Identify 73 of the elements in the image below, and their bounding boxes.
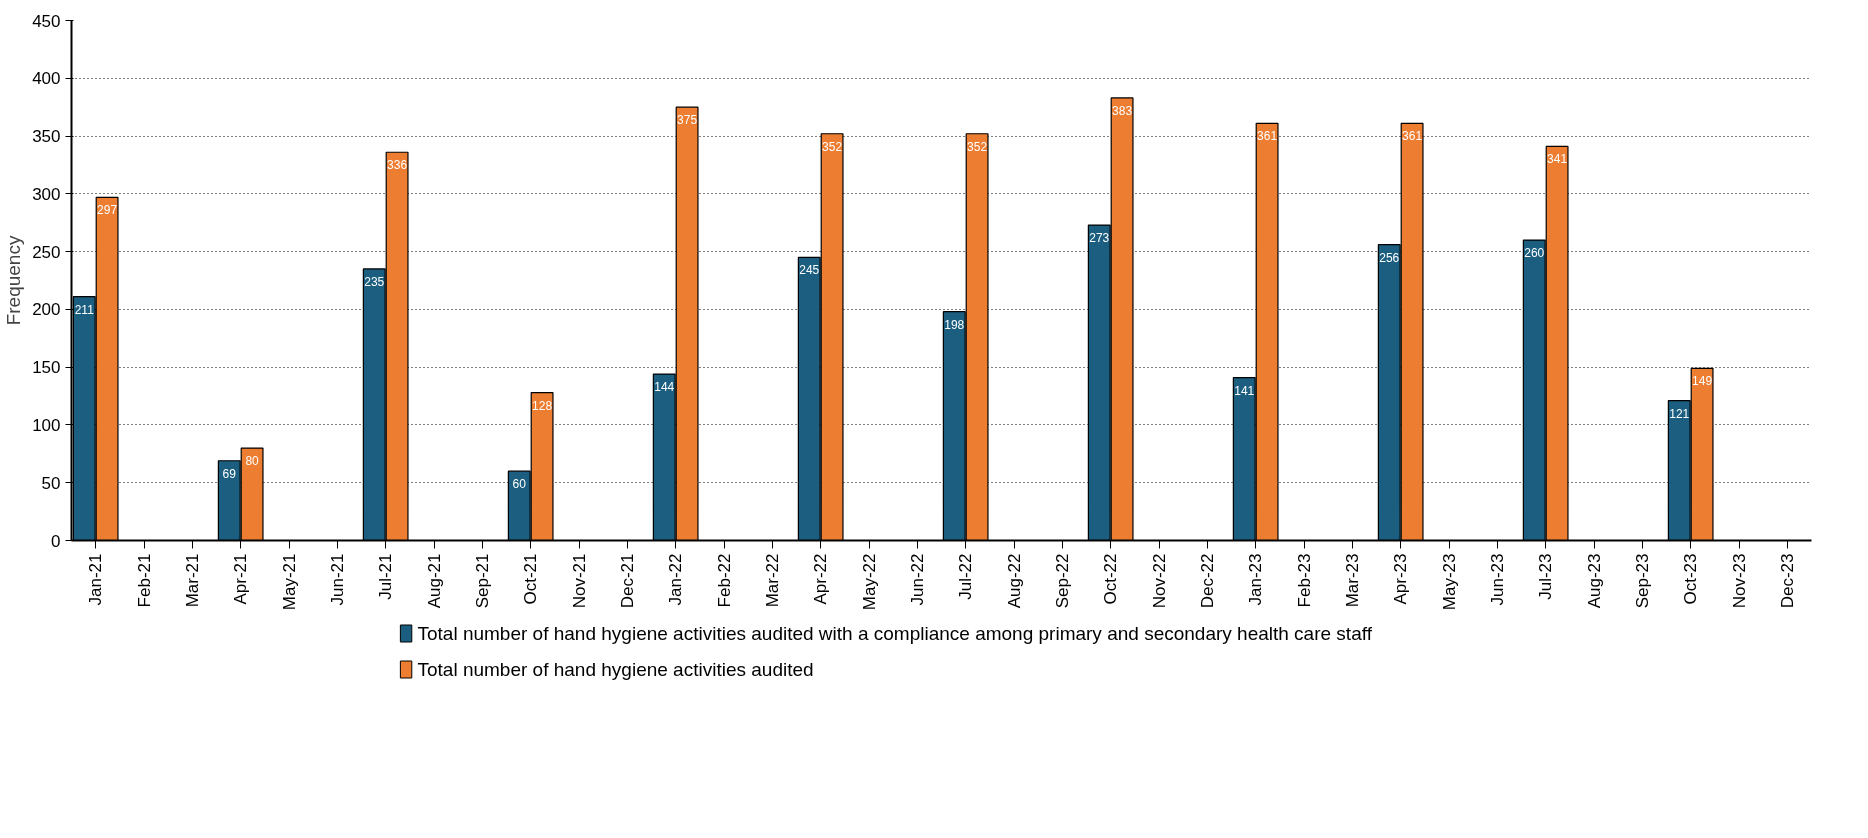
x-tick-label: May-23 [1439,553,1459,611]
x-tick-label: Nov-22 [1149,553,1169,609]
data-label: 144 [654,380,675,395]
x-tick-label: Dec-21 [617,553,637,609]
data-label: 235 [364,274,385,289]
y-tick-label: 300 [32,184,61,204]
x-tick-label: Dec-23 [1777,553,1797,609]
y-tick-label: 100 [32,415,61,435]
x-tick-label: Oct-21 [521,553,541,605]
data-label: 245 [799,263,820,278]
data-label: 211 [74,302,95,317]
data-label: 198 [944,317,965,332]
y-tick-label: 50 [41,473,61,493]
x-tick-label: Oct-23 [1681,553,1701,605]
x-tick-label: Feb-21 [134,553,154,608]
x-tick-label: Sep-21 [472,553,492,609]
x-tick-label: Jun-23 [1487,553,1507,606]
x-tick-label: Aug-21 [424,553,444,609]
y-tick-label: 400 [32,69,61,89]
y-tick-label: 250 [32,242,61,262]
x-tick-label: Dec-22 [1197,553,1217,609]
x-tick-label: Jun-22 [907,553,927,606]
data-label: 352 [967,139,988,154]
x-tick-label: Jul-22 [956,553,976,600]
x-tick-label: Mar-22 [762,553,782,608]
y-tick-label: 0 [51,531,61,551]
data-label: 375 [677,113,698,128]
data-label: 69 [222,466,237,481]
x-tick-label: May-21 [279,553,299,611]
y-axis-title: Frequency [3,235,25,326]
data-label: 341 [1547,152,1568,167]
x-tick-label: Mar-21 [182,553,202,608]
data-label: 336 [387,158,408,173]
x-tick-label: Nov-23 [1729,553,1749,609]
data-label: 383 [1112,103,1133,118]
y-tick-label: 350 [32,127,61,147]
legend-label: Total number of hand hygiene activities audited [417,659,814,680]
data-label: 121 [1669,406,1690,421]
data-label: 60 [512,477,527,492]
data-label: 361 [1402,129,1423,144]
x-tick-label: Jan-23 [1246,553,1266,606]
data-label: 80 [245,454,260,469]
legend-label: Total number of hand hygiene activities audited with a compliance among primary and secondary health care staff [417,623,1373,644]
data-label: 273 [1089,231,1110,246]
y-tick-label: 200 [32,300,61,320]
x-tick-label: Sep-23 [1632,553,1652,609]
x-tick-label: Jul-21 [376,553,396,600]
x-tick-label: Oct-22 [1101,553,1121,605]
x-tick-label: Nov-21 [569,553,589,609]
data-label: 361 [1257,129,1278,144]
data-label: 128 [532,398,553,413]
x-tick-label: Sep-22 [1052,553,1072,609]
x-tick-label: Jul-23 [1536,553,1556,600]
data-label: 141 [1234,383,1255,398]
x-tick-label: Feb-22 [714,553,734,608]
data-label: 149 [1692,374,1713,389]
x-tick-label: Aug-23 [1584,553,1604,609]
x-tick-label: Apr-21 [231,553,251,605]
x-tick-label: Aug-22 [1004,553,1024,609]
y-tick-label: 150 [32,358,61,378]
y-tick-label: 450 [32,11,61,31]
x-tick-label: Jun-21 [327,553,347,606]
data-label: 352 [822,139,843,154]
x-tick-label: Jan-22 [666,553,686,606]
data-label: 256 [1379,250,1400,265]
data-label: 297 [97,203,118,218]
x-tick-label: Mar-23 [1342,553,1362,608]
x-tick-label: Feb-23 [1294,553,1314,608]
x-tick-label: Apr-22 [811,553,831,605]
data-label: 260 [1524,246,1545,261]
x-tick-label: Jan-21 [86,553,106,606]
x-tick-label: Apr-23 [1391,553,1411,605]
x-tick-label: May-22 [859,553,879,611]
